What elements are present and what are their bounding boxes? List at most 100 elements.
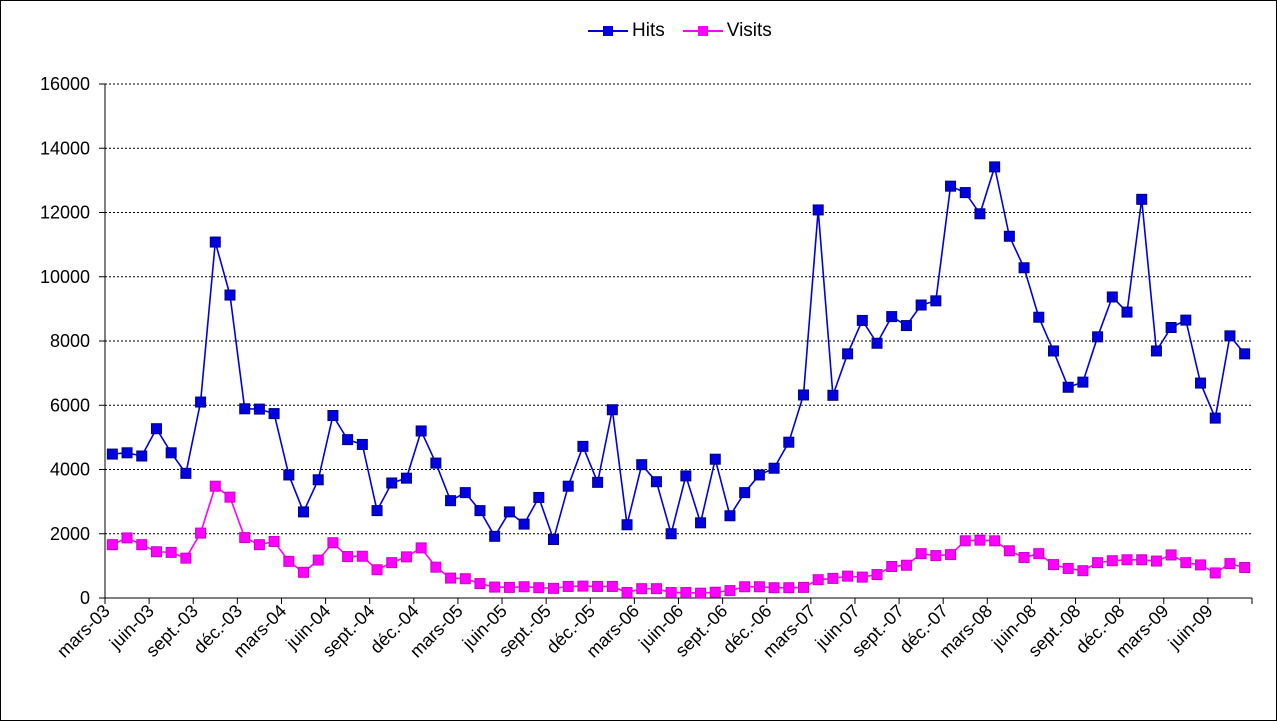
data-point-visits — [430, 561, 442, 573]
data-point-hits — [592, 476, 604, 488]
data-point-hits — [400, 472, 412, 484]
data-point-hits — [989, 161, 1001, 173]
data-point-visits — [650, 583, 662, 595]
data-point-hits — [886, 311, 898, 323]
data-point-visits — [371, 564, 383, 576]
data-point-hits — [430, 457, 442, 469]
data-point-visits — [327, 537, 339, 549]
data-point-visits — [1165, 549, 1177, 561]
data-point-visits — [753, 581, 765, 593]
data-point-hits — [680, 470, 692, 482]
data-point-visits — [1106, 555, 1118, 567]
data-point-hits — [1003, 230, 1015, 242]
data-point-hits — [900, 320, 912, 332]
data-point-hits — [1062, 381, 1074, 393]
data-point-visits — [518, 581, 530, 593]
data-point-hits — [1180, 314, 1192, 326]
data-point-visits — [945, 549, 957, 561]
data-point-hits — [503, 506, 515, 518]
data-point-hits — [548, 534, 560, 546]
data-point-visits — [1033, 548, 1045, 560]
data-point-visits — [239, 532, 251, 544]
data-point-hits — [1033, 311, 1045, 323]
data-point-hits — [577, 440, 589, 452]
data-point-visits — [548, 582, 560, 594]
data-point-visits — [415, 542, 427, 554]
data-point-visits — [1239, 561, 1251, 573]
data-point-visits — [400, 551, 412, 563]
data-point-visits — [871, 569, 883, 581]
data-point-hits — [856, 314, 868, 326]
data-point-visits — [915, 548, 927, 560]
data-point-hits — [283, 469, 295, 481]
data-point-visits — [165, 546, 177, 558]
data-point-hits — [1047, 345, 1059, 357]
y-tick-label: 16000 — [40, 74, 90, 94]
legend: Hits Visits — [588, 19, 790, 43]
data-point-visits — [797, 581, 809, 593]
data-point-hits — [1165, 322, 1177, 334]
data-point-visits — [356, 550, 368, 562]
data-point-hits — [298, 506, 310, 518]
data-point-hits — [533, 491, 545, 503]
data-point-hits — [474, 505, 486, 517]
data-point-visits — [592, 580, 604, 592]
data-point-visits — [1180, 557, 1192, 569]
data-point-hits — [797, 389, 809, 401]
data-point-visits — [606, 580, 618, 592]
data-point-hits — [253, 403, 265, 415]
data-point-hits — [812, 204, 824, 216]
x-tick-label: mars-03 — [53, 601, 114, 662]
data-point-hits — [1121, 306, 1133, 318]
y-tick-label: 0 — [80, 588, 90, 608]
data-point-hits — [1150, 345, 1162, 357]
data-point-visits — [1136, 554, 1148, 566]
data-point-hits — [1018, 262, 1030, 274]
y-tick-label: 12000 — [40, 203, 90, 223]
data-point-hits — [1224, 330, 1236, 342]
data-point-visits — [783, 582, 795, 594]
data-point-hits — [239, 403, 251, 415]
data-point-hits — [753, 469, 765, 481]
data-point-visits — [1047, 559, 1059, 571]
data-point-hits — [195, 396, 207, 408]
data-point-hits — [415, 425, 427, 437]
data-point-visits — [1077, 565, 1089, 577]
data-point-visits — [283, 555, 295, 567]
data-point-visits — [503, 581, 515, 593]
data-point-hits — [342, 434, 354, 446]
data-point-visits — [856, 571, 868, 583]
data-point-hits — [739, 487, 751, 499]
data-point-visits — [827, 572, 839, 584]
y-tick-label: 8000 — [50, 331, 90, 351]
data-point-visits — [1224, 558, 1236, 570]
data-point-visits — [1195, 559, 1207, 571]
data-point-visits — [195, 527, 207, 539]
data-point-hits — [106, 448, 118, 460]
data-point-visits — [739, 581, 751, 593]
data-point-visits — [1092, 557, 1104, 569]
y-tick-label: 2000 — [50, 524, 90, 544]
data-point-visits — [150, 546, 162, 558]
data-point-visits — [474, 578, 486, 590]
data-point-hits — [915, 299, 927, 311]
data-point-hits — [445, 495, 457, 507]
data-point-hits — [489, 530, 501, 542]
data-point-hits — [945, 180, 957, 192]
data-point-hits — [974, 208, 986, 220]
data-point-visits — [298, 566, 310, 578]
data-point-visits — [680, 587, 692, 599]
data-point-hits — [827, 389, 839, 401]
data-point-hits — [606, 404, 618, 416]
y-tick-label: 6000 — [50, 395, 90, 415]
y-tick-label: 14000 — [40, 138, 90, 158]
data-point-hits — [356, 438, 368, 450]
data-point-visits — [930, 550, 942, 562]
data-point-visits — [636, 583, 648, 595]
data-point-visits — [312, 554, 324, 566]
y-tick-label: 4000 — [50, 460, 90, 480]
data-point-visits — [1003, 545, 1015, 557]
data-point-hits — [1092, 331, 1104, 343]
data-point-hits — [1136, 193, 1148, 205]
